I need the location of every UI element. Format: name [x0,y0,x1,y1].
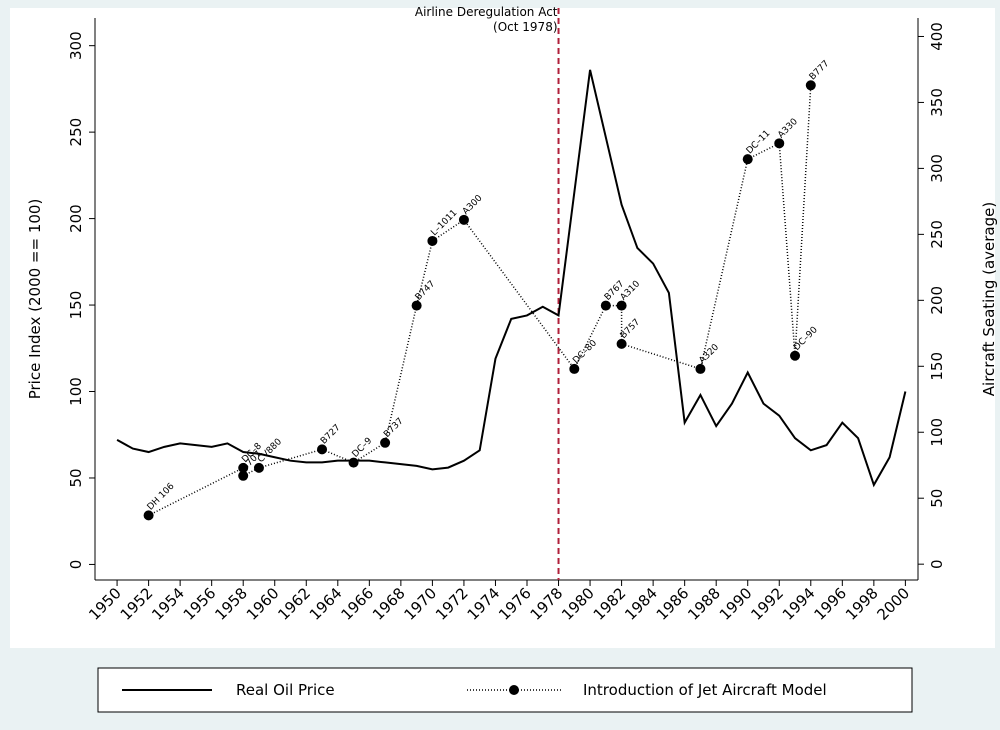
y-tick-label: 200 [67,204,85,233]
aircraft-point [380,437,391,448]
y-tick-label: 300 [67,31,85,60]
legend-box [97,667,913,713]
y2-tick-label: 50 [928,489,946,508]
aircraft-point [774,138,785,149]
aircraft-point [317,444,328,455]
y2-tick-label: 0 [928,559,946,569]
y-tick-label: 150 [67,291,85,320]
legend-label: Introduction of Jet Aircraft Model [583,681,827,699]
aircraft-point [805,80,816,91]
aircraft-point [238,470,249,481]
y2-tick-label: 350 [928,88,946,117]
legend-label: Real Oil Price [236,681,335,699]
aircraft-point [616,338,627,349]
aircraft-point [411,300,422,311]
aircraft-point [253,462,264,473]
y2-tick-label: 150 [928,352,946,381]
y2-tick-label: 300 [928,154,946,183]
y2-tick-label: 200 [928,286,946,315]
aircraft-point [616,300,627,311]
aircraft-point [742,154,753,165]
aircraft-point [348,457,359,468]
aircraft-point [238,462,249,473]
y2-tick-label: 100 [928,418,946,447]
y-tick-label: 250 [67,118,85,147]
y2-tick-label: 250 [928,220,946,249]
plot-background [10,8,995,648]
y-tick-label: 100 [67,377,85,406]
y-axis-title: Price Index (2000 == 100) [26,199,44,400]
y-tick-label: 50 [67,468,85,487]
aircraft-point [600,300,611,311]
aircraft-point [143,510,154,521]
aircraft-point [790,350,801,361]
aircraft-point [569,363,580,374]
y-tick-label: 0 [67,560,85,570]
aircraft-point [458,214,469,225]
y2-axis-title: Aircraft Seating (average) [980,202,998,396]
annotation-text: (Oct 1978) [493,20,557,34]
legend-marker [509,685,519,695]
aircraft-point [427,235,438,246]
annotation-text: Airline Deregulation Act [415,5,558,19]
y2-tick-label: 400 [928,22,946,51]
aircraft-point [695,363,706,374]
oil-price-line [116,69,907,488]
